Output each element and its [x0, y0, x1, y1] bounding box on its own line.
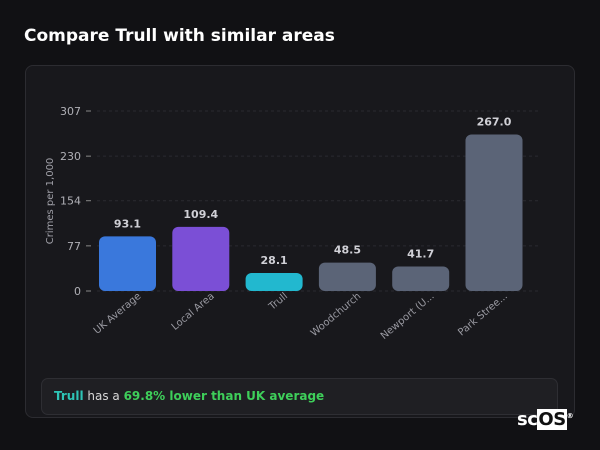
bar-4: [392, 266, 450, 291]
x-tick-label: Trull: [266, 291, 290, 313]
x-tick-label: Woodchurch: [309, 291, 363, 339]
value-label: 48.5: [334, 244, 361, 257]
summary-card: Trull has a 69.8% lower than UK average: [41, 378, 558, 415]
y-tick-label: 307: [60, 105, 81, 118]
x-tick-label: Local Area: [170, 291, 217, 333]
value-label: 267.0: [477, 115, 512, 128]
value-label: 28.1: [261, 254, 288, 267]
y-tick-label: 0: [74, 285, 81, 298]
value-label: 41.7: [407, 248, 434, 261]
x-tick-label: Newport (U...: [379, 291, 437, 342]
page-title: Compare Trull with similar areas: [24, 26, 335, 46]
summary-text: has a: [83, 389, 124, 403]
y-tick-label: 230: [60, 150, 81, 163]
y-tick-label: 77: [67, 240, 81, 253]
summary-area: Trull: [54, 389, 84, 403]
summary-comparison: 69.8% lower than UK average: [123, 389, 325, 403]
y-axis-label: Crimes per 1,000: [45, 158, 56, 245]
scos-logo: scOS®: [517, 409, 574, 430]
x-tick-label: UK Average: [92, 291, 144, 337]
bar-3: [318, 262, 376, 291]
bar-2: [245, 273, 303, 291]
x-tick-label: Park Stree...: [456, 291, 510, 339]
bar-0: [99, 236, 156, 291]
y-tick-label: 154: [60, 195, 81, 208]
bar-1: [172, 226, 230, 291]
bar-5: [465, 134, 523, 291]
value-label: 93.1: [114, 217, 141, 230]
value-label: 109.4: [183, 208, 218, 221]
